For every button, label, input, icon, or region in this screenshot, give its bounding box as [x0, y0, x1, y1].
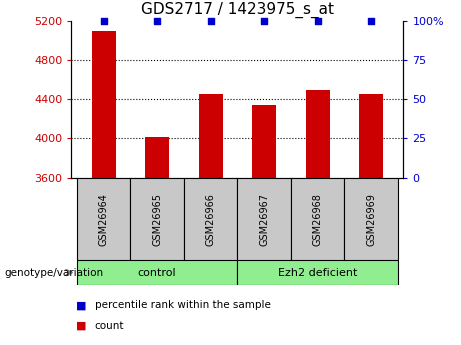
Bar — [92, 30, 116, 178]
Bar — [77, 260, 237, 285]
Point — [314, 18, 321, 23]
Bar — [184, 178, 237, 260]
Text: GSM26968: GSM26968 — [313, 193, 323, 246]
Text: GSM26969: GSM26969 — [366, 193, 376, 246]
Point — [100, 18, 107, 23]
Text: GSM26967: GSM26967 — [259, 193, 269, 246]
Text: GSM26965: GSM26965 — [152, 193, 162, 246]
Point — [260, 18, 268, 23]
Title: GDS2717 / 1423975_s_at: GDS2717 / 1423975_s_at — [141, 2, 334, 18]
Text: control: control — [138, 268, 177, 277]
Bar — [359, 94, 383, 178]
Text: percentile rank within the sample: percentile rank within the sample — [95, 300, 271, 310]
Bar — [77, 178, 130, 260]
Bar — [306, 90, 330, 178]
Bar — [291, 178, 344, 260]
Text: GSM26964: GSM26964 — [99, 193, 109, 246]
Text: ■: ■ — [76, 300, 87, 310]
Text: genotype/variation: genotype/variation — [5, 268, 104, 278]
Bar — [237, 260, 398, 285]
Bar — [344, 178, 398, 260]
Text: ■: ■ — [76, 321, 87, 331]
Point — [207, 18, 214, 23]
Text: GSM26966: GSM26966 — [206, 193, 216, 246]
Text: count: count — [95, 321, 124, 331]
Text: Ezh2 deficient: Ezh2 deficient — [278, 268, 357, 277]
Bar — [252, 105, 276, 178]
Point — [367, 18, 375, 23]
Bar — [145, 137, 169, 178]
Bar — [199, 94, 223, 178]
Point — [154, 18, 161, 23]
Bar — [130, 178, 184, 260]
Bar — [237, 178, 291, 260]
